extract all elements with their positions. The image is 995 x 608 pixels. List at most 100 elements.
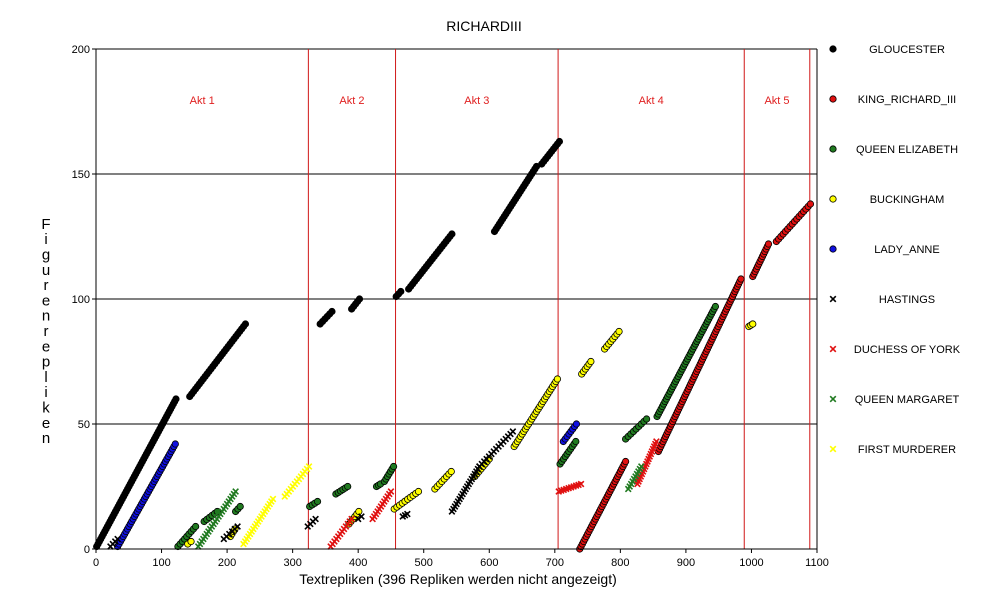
y-axis-label-char: g [42,247,50,264]
data-point [305,463,313,470]
legend-label: HASTINGS [879,294,935,306]
x-tick-label: 1100 [805,557,829,569]
x-tick-label: 700 [546,557,564,569]
x-tick-label: 600 [480,557,498,569]
data-point [358,513,365,520]
data-point [587,357,595,366]
legend-marker [829,295,837,303]
data-point [572,420,581,428]
act-label: Akt 1 [190,95,215,107]
legend-label: FIRST MURDERER [858,444,956,456]
legend-item: GLOUCESTER [829,44,945,56]
data-point-stroke [114,535,121,543]
data-point [448,230,456,238]
grid [96,48,817,425]
data-point [637,463,645,470]
data-point-stroke [577,480,585,488]
y-axis-label-char: n [42,430,50,447]
data-point [403,510,411,518]
data-point [172,395,180,403]
data-point [397,287,405,296]
data-point-stroke [387,488,395,495]
data-point [764,240,773,248]
y-axis-label-char: p [42,354,50,371]
data-point-stroke [358,513,365,520]
data-point [509,428,517,435]
act-label: Akt 3 [464,95,489,107]
data-point [187,537,195,546]
data-point-stroke [312,515,319,523]
data-point-stroke [348,515,355,523]
legend-item: LADY_ANNE [829,244,940,256]
legend-item: QUEEN MARGARET [829,394,960,406]
series-gloucester [93,137,564,551]
data-point [829,345,837,353]
data-point-stroke [653,438,660,445]
data-point-stroke [403,510,411,518]
data-point [355,295,364,303]
data-point [572,437,580,446]
data-point-stroke [829,295,837,303]
data-point [555,137,564,146]
data-point [387,488,395,495]
data-point [313,497,322,506]
data-point [829,295,837,303]
data-point [615,327,623,336]
data-point [829,245,837,253]
y-axis-label-char: e [42,292,50,309]
act-label: Akt 4 [639,95,664,107]
data-point [806,200,815,208]
legend-marker [829,145,837,153]
legend-item: QUEEN ELIZABETH [829,144,958,156]
series-hastings [107,428,517,550]
legend-item: DUCHESS OF YORK [829,344,961,356]
legend-label: QUEEN MARGARET [855,394,960,406]
data-point [829,395,837,403]
data-point [577,480,585,488]
x-axis-label: Textrepliken (396 Repliken werden nicht … [299,571,617,587]
y-tick-label: 0 [84,544,90,556]
legend-marker [829,95,837,103]
tick-labels: 0 100 200 300 400 500 600 700 800 900 1000 1100 0 50 1… [72,44,829,569]
y-axis-label-char: e [42,338,50,355]
legend-label: GLOUCESTER [869,44,945,56]
y-axis-label-char: r [44,277,49,294]
series-first-murderer [240,463,313,548]
data-point [236,502,244,511]
y-axis-label-char: n [42,308,50,325]
legend-marker [829,45,837,53]
data-point-stroke [234,523,241,530]
y-axis-label-char: i [44,384,47,401]
chart-title: RICHARDIII [446,18,521,34]
data-points [93,137,815,553]
data-point [711,302,720,311]
y-axis-label-char: k [42,400,50,417]
legend-marker [829,395,837,403]
series-queen-elizabeth [174,302,720,551]
legend-item: HASTINGS [829,294,935,306]
x-tick-label: 200 [218,557,236,569]
data-point [829,45,837,53]
legend-marker [829,345,837,353]
data-point-stroke [829,395,837,403]
y-axis-label-char: l [44,369,47,386]
data-point [348,515,355,523]
data-point [389,462,398,471]
data-point [171,440,179,448]
data-point-stroke [232,488,239,495]
legend-label: QUEEN ELIZABETH [856,144,958,156]
data-point-stroke [509,428,517,435]
data-point [829,445,837,453]
y-tick-label: 100 [72,294,90,306]
y-tick-label: 50 [78,419,90,431]
y-axis-label-char: e [42,415,50,432]
y-tick-label: 150 [72,169,90,181]
data-point [114,535,121,543]
data-point [344,482,352,491]
y-axis-label-char: i [44,231,47,248]
data-point [737,275,745,283]
x-tick-label: 900 [677,557,695,569]
data-point [829,195,837,203]
